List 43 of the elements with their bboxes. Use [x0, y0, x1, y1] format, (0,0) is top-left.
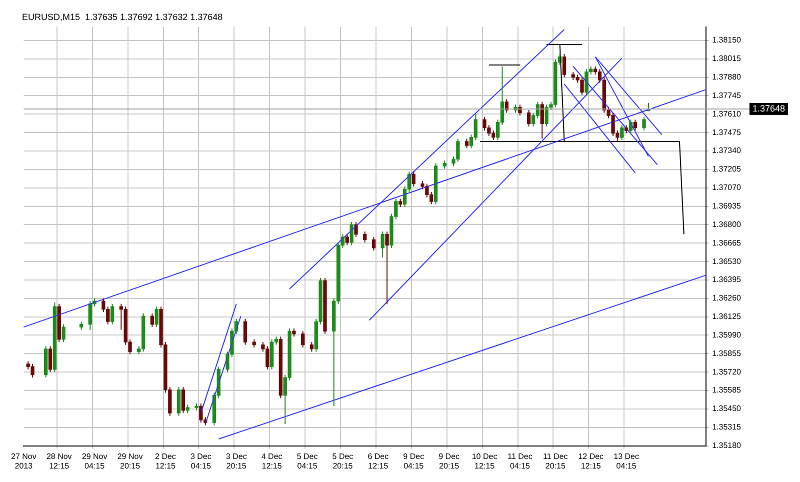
y-tick-label: 1.35180 — [712, 441, 742, 450]
x-tick-label: 28 Nov 12:15 — [46, 452, 72, 470]
y-tick-label: 1.35990 — [712, 330, 742, 340]
x-tick-label: 29 Nov 04:15 — [82, 452, 108, 470]
ref-line-label: 1.37648 — [752, 103, 786, 114]
chart-title: EURUSD,M15 1.37635 1.37692 1.37632 1.37648 — [22, 12, 223, 22]
y-tick-label: 1.37475 — [712, 128, 742, 137]
x-tick-label: 3 Dec 04:15 — [190, 452, 212, 470]
y-tick-label: 1.36935 — [712, 201, 742, 210]
x-tick-label: 11 Dec 04:15 — [508, 452, 532, 470]
y-tick-label: 1.37070 — [712, 183, 742, 192]
x-tick-label: 9 Dec 20:15 — [438, 452, 460, 470]
y-tick-label: 1.38015 — [712, 54, 742, 64]
x-tick-label: 4 Dec 12:15 — [261, 452, 282, 470]
y-tick-label: 1.36665 — [712, 238, 742, 248]
x-tick-label: 2 Dec 12:15 — [155, 452, 176, 470]
y-tick-label: 1.37340 — [712, 146, 742, 156]
x-tick-label: 6 Dec 12:15 — [368, 452, 389, 470]
y-tick-label: 1.35585 — [712, 386, 742, 395]
y-tick-label: 1.36125 — [712, 312, 742, 322]
y-tick-label: 1.37745 — [712, 90, 742, 100]
x-tick-label: 12 Dec 12:15 — [578, 452, 604, 470]
x-tick-label: 11 Dec 20:15 — [543, 452, 568, 470]
y-tick-label: 1.35450 — [712, 404, 742, 414]
y-tick-label: 1.37880 — [712, 72, 742, 82]
x-tick-label: 29 Nov 20:15 — [117, 452, 143, 470]
y-tick-label: 1.37205 — [712, 164, 742, 174]
y-tick-label: 1.35720 — [712, 367, 742, 376]
x-tick-label: 27 Nov 2013 — [10, 452, 36, 470]
y-tick-label: 1.38150 — [712, 36, 742, 45]
y-tick-label: 1.36530 — [712, 256, 742, 266]
x-tick-label: 13 Dec 04:15 — [614, 452, 639, 470]
y-tick-label: 1.36800 — [712, 220, 742, 229]
y-tick-label: 1.37610 — [712, 109, 742, 118]
x-tick-label: 3 Dec 20:15 — [226, 452, 247, 470]
y-tick-label: 1.35315 — [712, 422, 742, 432]
y-tick-label: 1.36260 — [712, 294, 742, 303]
x-tick-label: 9 Dec 04:15 — [403, 452, 424, 470]
x-tick-label: 5 Dec 20:15 — [332, 452, 354, 470]
x-tick-label: 5 Dec 04:15 — [296, 452, 318, 470]
y-tick-label: 1.35855 — [712, 348, 742, 358]
y-tick-label: 1.36395 — [712, 275, 742, 284]
x-tick-label: 10 Dec 12:15 — [472, 452, 498, 470]
